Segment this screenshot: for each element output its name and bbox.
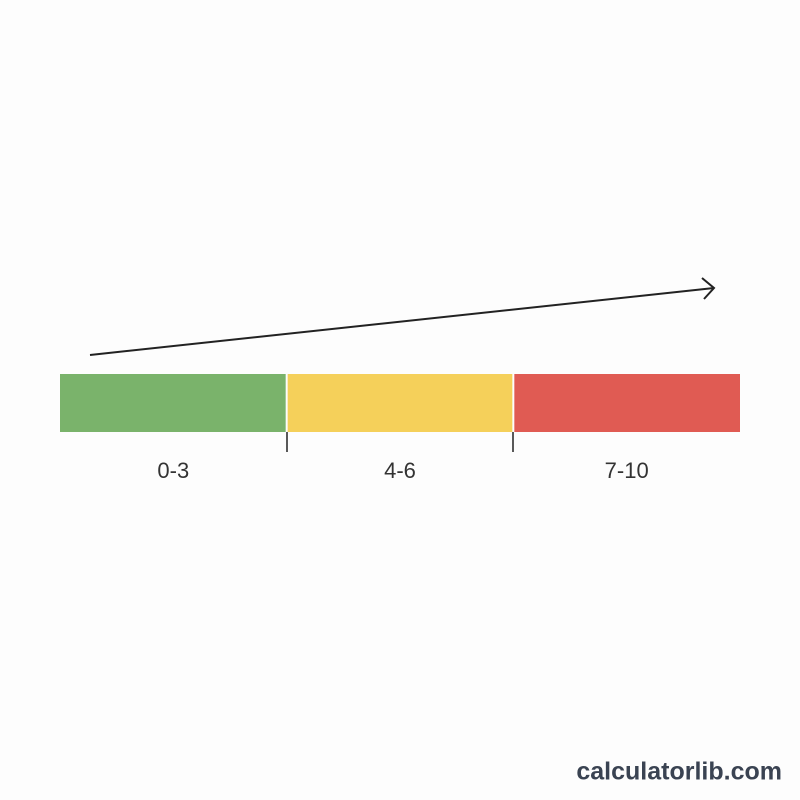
scale-segment xyxy=(60,374,286,432)
scale-segment xyxy=(287,374,513,432)
arrow-head xyxy=(701,277,716,300)
segment-label: 0-3 xyxy=(157,458,189,483)
scale-segment xyxy=(514,374,740,432)
watermark: calculatorlib.com xyxy=(576,758,782,786)
segment-label: 7-10 xyxy=(605,458,649,483)
trend-arrow xyxy=(89,287,715,356)
segment-label: 4-6 xyxy=(384,458,416,483)
